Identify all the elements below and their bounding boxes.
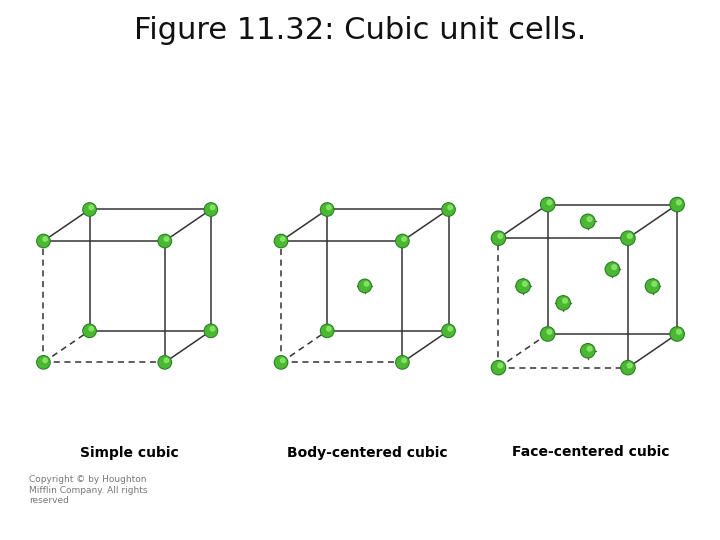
Circle shape [281, 237, 285, 241]
Circle shape [402, 358, 406, 362]
Circle shape [159, 235, 171, 247]
Circle shape [210, 327, 215, 331]
Circle shape [274, 356, 288, 369]
Circle shape [547, 200, 552, 205]
Circle shape [402, 237, 406, 241]
Circle shape [556, 296, 570, 310]
Circle shape [274, 234, 288, 248]
Circle shape [442, 324, 455, 338]
Circle shape [606, 262, 619, 276]
Circle shape [37, 234, 50, 248]
Text: Face-centered cubic: Face-centered cubic [512, 446, 669, 460]
Circle shape [37, 357, 49, 368]
Circle shape [647, 280, 659, 292]
Circle shape [205, 204, 217, 215]
Circle shape [498, 234, 503, 239]
Circle shape [443, 204, 454, 215]
Circle shape [547, 329, 552, 334]
Text: Figure 11.32: Cubic unit cells.: Figure 11.32: Cubic unit cells. [134, 16, 586, 45]
Circle shape [581, 214, 595, 228]
Circle shape [83, 203, 96, 216]
Circle shape [43, 237, 48, 241]
Circle shape [606, 263, 618, 275]
Circle shape [645, 279, 660, 293]
Circle shape [89, 205, 94, 210]
Circle shape [83, 324, 96, 338]
Circle shape [448, 327, 452, 331]
Circle shape [37, 235, 49, 247]
Circle shape [443, 325, 454, 336]
Circle shape [158, 356, 171, 369]
Circle shape [491, 231, 505, 245]
Circle shape [562, 299, 567, 303]
Circle shape [541, 198, 555, 212]
Text: Body-centered cubic: Body-centered cubic [287, 446, 448, 460]
Circle shape [677, 329, 681, 334]
Circle shape [588, 346, 592, 351]
Circle shape [652, 281, 657, 286]
Circle shape [670, 198, 684, 212]
Circle shape [158, 234, 171, 248]
Circle shape [622, 232, 634, 244]
Circle shape [442, 203, 455, 216]
Circle shape [164, 358, 168, 362]
Circle shape [588, 217, 592, 221]
Circle shape [205, 325, 217, 336]
Circle shape [612, 265, 616, 269]
Circle shape [582, 345, 594, 357]
Circle shape [397, 235, 408, 247]
Circle shape [359, 280, 371, 292]
Circle shape [397, 357, 408, 368]
Circle shape [491, 361, 505, 375]
Circle shape [671, 328, 683, 340]
Circle shape [621, 361, 635, 375]
Circle shape [516, 279, 530, 293]
Circle shape [84, 325, 95, 336]
Circle shape [322, 204, 333, 215]
Circle shape [37, 356, 50, 369]
Circle shape [281, 358, 285, 362]
Circle shape [498, 363, 503, 368]
Text: Simple cubic: Simple cubic [80, 446, 179, 460]
Circle shape [322, 325, 333, 336]
Circle shape [541, 199, 554, 211]
Circle shape [541, 327, 555, 341]
Circle shape [327, 205, 331, 210]
Circle shape [541, 328, 554, 340]
Circle shape [210, 205, 215, 210]
Circle shape [320, 203, 334, 216]
Circle shape [327, 327, 331, 331]
Circle shape [627, 234, 632, 239]
Circle shape [581, 343, 595, 358]
Circle shape [204, 203, 217, 216]
Text: Copyright © by Houghton
Mifflin Company. All rights
reserved: Copyright © by Houghton Mifflin Company.… [29, 475, 148, 505]
Circle shape [677, 200, 681, 205]
Circle shape [492, 232, 505, 244]
Circle shape [517, 280, 529, 292]
Circle shape [671, 199, 683, 211]
Circle shape [396, 356, 409, 369]
Circle shape [320, 324, 334, 338]
Circle shape [582, 215, 594, 227]
Circle shape [448, 205, 452, 210]
Circle shape [43, 358, 48, 362]
Circle shape [159, 357, 171, 368]
Circle shape [396, 234, 409, 248]
Circle shape [621, 231, 635, 245]
Circle shape [275, 357, 287, 368]
Circle shape [358, 279, 372, 293]
Circle shape [89, 327, 94, 331]
Circle shape [204, 324, 217, 338]
Circle shape [364, 282, 369, 286]
Circle shape [164, 237, 168, 241]
Circle shape [670, 327, 684, 341]
Circle shape [275, 235, 287, 247]
Circle shape [84, 204, 95, 215]
Circle shape [622, 362, 634, 374]
Circle shape [492, 362, 505, 374]
Circle shape [627, 363, 632, 368]
Circle shape [523, 281, 527, 286]
Circle shape [557, 297, 570, 309]
